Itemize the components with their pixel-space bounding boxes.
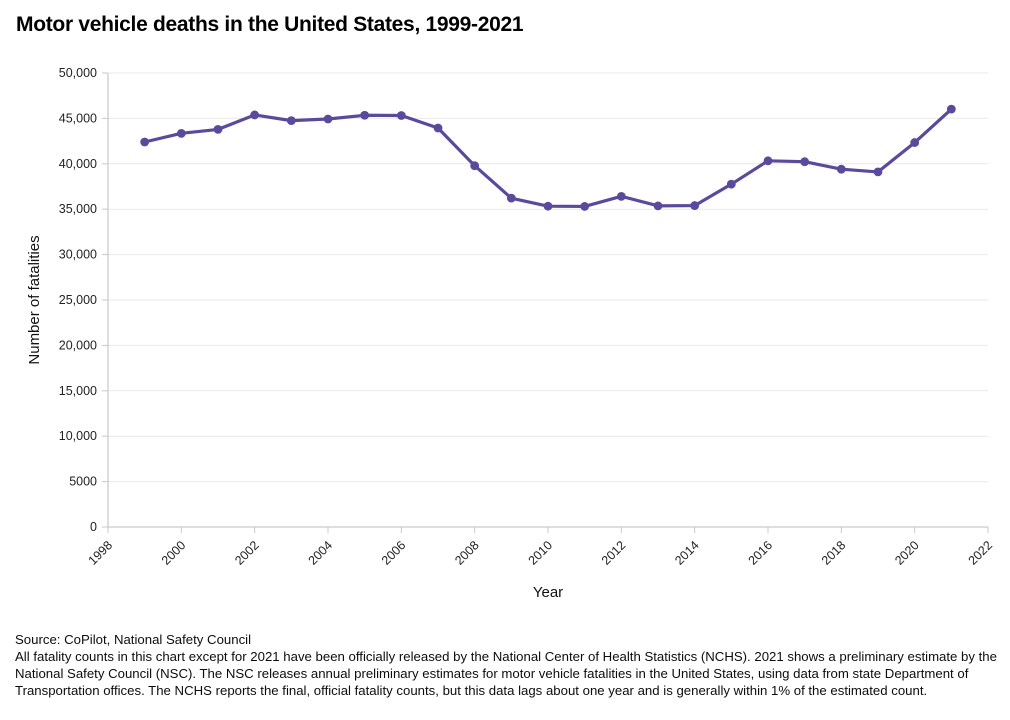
y-tick-label: 5000 <box>69 475 97 489</box>
x-tick-label: 2004 <box>306 538 336 568</box>
data-point <box>653 201 663 211</box>
x-tick-label: 2000 <box>159 538 189 568</box>
line-chart: 0 5000 10,000 15,000 20,000 25,000 30,000 35,00… <box>26 66 996 601</box>
x-axis-ticks: 1998 2000 2002 2004 2006 2008 2010 2012 2014 2016… <box>86 527 996 568</box>
x-tick-label: 2018 <box>819 538 849 568</box>
data-line <box>143 107 953 209</box>
y-tick-label: 50,000 <box>59 66 97 80</box>
x-tick-label: 2016 <box>746 538 776 568</box>
data-point <box>836 164 846 174</box>
data-point <box>690 201 700 210</box>
x-tick-label: 2010 <box>526 538 556 568</box>
data-point <box>323 114 333 124</box>
data-points <box>140 104 956 211</box>
x-tick-label: 2020 <box>892 538 922 568</box>
data-point <box>140 137 150 147</box>
y-tick-label: 30,000 <box>59 248 97 262</box>
y-tick-label: 35,000 <box>59 202 97 216</box>
data-point <box>360 110 370 120</box>
y-tick-label: 0 <box>90 520 97 534</box>
data-point <box>470 161 480 171</box>
y-tick-label: 25,000 <box>59 293 97 307</box>
chart-footnote: Source: CoPilot, National Safety Council… <box>15 631 1000 699</box>
data-point <box>910 138 920 147</box>
data-point <box>616 191 626 201</box>
data-point <box>433 123 443 133</box>
data-point <box>946 104 956 114</box>
y-tick-label: 20,000 <box>59 338 97 352</box>
x-tick-label: 2014 <box>672 538 702 568</box>
gridlines <box>108 72 988 483</box>
x-axis-title: Year <box>533 584 563 601</box>
data-point <box>286 116 296 126</box>
data-point <box>580 202 590 211</box>
data-point <box>763 156 773 166</box>
note-text: All fatality counts in this chart except… <box>15 649 997 698</box>
y-tick-label: 15,000 <box>59 384 97 398</box>
y-axis-title: Number of fatalities <box>26 235 43 364</box>
chart-title: Motor vehicle deaths in the United State… <box>16 13 524 36</box>
x-tick-label: 1998 <box>86 538 116 568</box>
y-tick-label: 45,000 <box>59 111 97 125</box>
y-tick-label: 40,000 <box>59 157 97 171</box>
source-line: Source: CoPilot, National Safety Council <box>15 632 252 647</box>
data-point <box>800 157 810 167</box>
data-point <box>250 110 260 120</box>
data-point <box>726 179 736 189</box>
x-tick-label: 2022 <box>966 538 996 568</box>
x-tick-label: 2012 <box>599 538 629 568</box>
y-tick-label: 10,000 <box>59 429 97 443</box>
data-point <box>543 201 553 211</box>
data-point <box>213 125 223 134</box>
x-tick-label: 2002 <box>232 538 262 568</box>
x-tick-label: 2006 <box>379 538 409 568</box>
data-point <box>506 193 516 203</box>
y-axis-ticks: 0 5000 10,000 15,000 20,000 25,000 30,000 35,00… <box>59 66 108 534</box>
data-point <box>176 128 186 138</box>
data-point <box>873 167 883 177</box>
x-tick-label: 2008 <box>452 538 482 568</box>
data-point <box>396 111 406 120</box>
